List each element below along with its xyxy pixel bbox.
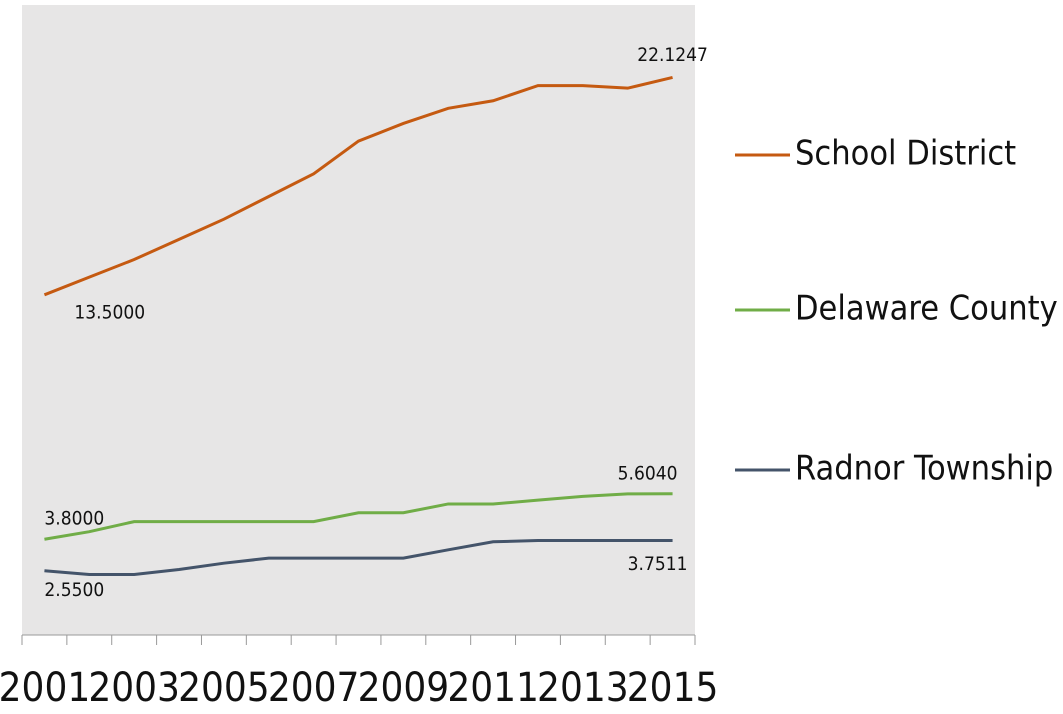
series-line bbox=[44, 492, 673, 541]
data-label: 5.6040 bbox=[618, 462, 678, 484]
legend-label: Radnor Township bbox=[795, 449, 1053, 489]
data-label: 22.1247 bbox=[637, 44, 708, 66]
series-line bbox=[44, 538, 673, 577]
x-tick-label: 2007 bbox=[268, 665, 360, 711]
data-label: 3.7511 bbox=[628, 553, 688, 575]
x-tick-label: 2001 bbox=[0, 665, 90, 711]
data-label: 13.5000 bbox=[74, 301, 145, 323]
data-label: 2.5500 bbox=[44, 579, 104, 601]
plot-area bbox=[22, 5, 695, 635]
x-tick-label: 2011 bbox=[447, 665, 539, 711]
legend-label: School District bbox=[795, 134, 1016, 174]
series-line bbox=[43, 75, 673, 297]
data-label: 3.8000 bbox=[44, 508, 104, 530]
x-tick-label: 2013 bbox=[537, 665, 629, 711]
x-tick-label: 2003 bbox=[88, 665, 180, 711]
x-tick-label: 2009 bbox=[358, 665, 450, 711]
legend-label: Delaware County bbox=[795, 289, 1058, 329]
x-tick-label: 2005 bbox=[178, 665, 270, 711]
x-tick-label: 2015 bbox=[627, 665, 719, 711]
